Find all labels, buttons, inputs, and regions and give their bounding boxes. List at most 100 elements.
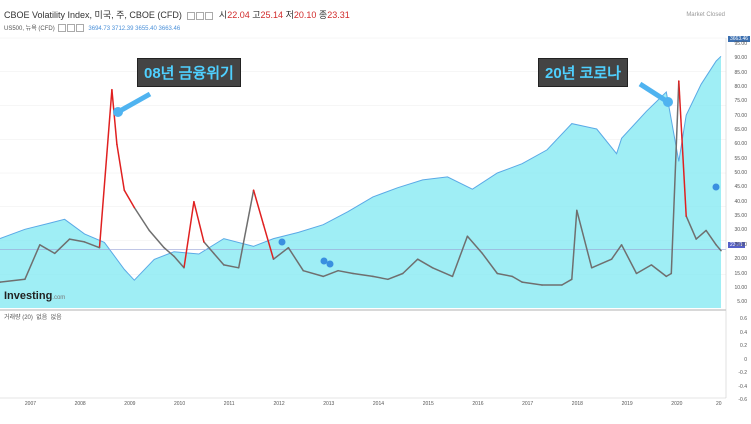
vix-segment [497,272,513,278]
vix-point [576,209,578,212]
vix-point [496,272,499,275]
x-tick-label: 2016 [472,401,484,407]
ohlc-high-value: 25.14 [260,10,284,20]
ohlc-close-value: 23.31 [327,10,350,20]
overlay-row: US500, 뉴욕 (CFD) 3694.73 3712.39 3655.40 … [4,23,180,33]
vix-point [685,215,687,217]
x-tick-label: 2009 [124,401,136,407]
vix-point [183,267,185,269]
overlay-settings-icon[interactable] [58,24,67,33]
x-tick-label: 2020 [671,401,683,407]
vix-segment [650,264,667,277]
vix-segment [54,238,71,254]
vix-point [720,249,722,252]
vix-point [387,278,389,281]
vix-point [0,281,1,283]
vix-segment [417,258,433,269]
vix-segment [322,269,339,278]
spx-price-tag: 3663.46 [728,36,751,42]
vix-point [272,258,275,261]
sub-y-tick-label: -0.2 [738,370,747,376]
vix-segment [620,244,638,274]
vix-point [416,258,419,261]
y-tick-label: 80.00 [734,83,747,90]
spx-line [0,55,722,281]
vix-segment [39,244,56,255]
investing-logo: Investing.com [4,290,65,302]
vix-point [262,223,265,226]
vix-point [252,189,255,191]
vix-segment [237,190,255,268]
overlay-close-icon[interactable] [67,24,76,33]
vix-point [302,269,305,272]
annotation-financial-crisis: 08년 금융위기 [137,58,241,87]
vix-segment [352,272,374,278]
logo-suffix: .com [52,295,66,301]
market-status: Market Closed [686,12,725,18]
vix-segment [561,278,573,286]
vix-point [481,252,484,255]
vix-point [635,272,638,275]
vix-point [213,252,215,255]
vix-point [53,252,56,255]
vix-point [705,229,707,232]
y-tick-label: 30.00 [734,227,747,234]
vix-segment-highlight [116,144,126,191]
vix-point [133,206,136,209]
vix-point [678,80,680,82]
vix-segment [665,272,672,278]
vix-point [620,244,623,246]
vix-segment [685,215,697,240]
vix-point [610,258,613,261]
sub-y-tick-label: 0.6 [740,316,747,322]
vix-segment-highlight [193,201,205,243]
ohlc-high-label: 고 [252,10,261,20]
ohlc-open-label: 시 [218,10,228,20]
sub-y-tick-label: -0.4 [738,383,747,390]
close-icon[interactable] [195,11,204,20]
sub-indicator-value-2: 없음 [50,315,62,321]
ohlc-low-value: 20.10 [293,10,317,20]
vix-point [193,200,195,203]
vix-segment [148,229,165,249]
event-marker [320,257,328,265]
vix-segment-highlight [123,189,135,208]
settings-icon[interactable] [186,11,195,20]
vix-point [521,281,523,283]
annotation-arrow [116,91,152,115]
vix-point [68,238,71,240]
annotation-arrow-head [663,97,673,107]
vix-segment [387,272,404,280]
vix-point [337,269,339,272]
chart-header: CBOE Volatility Index, 미국, 주, CBOE (CFD)… [0,0,751,38]
hide-icon[interactable] [204,11,213,20]
vix-segment [670,81,680,274]
vix-lines [0,80,722,286]
vix-point [98,246,101,249]
vix-segment-highlight [183,201,195,268]
event-marker [326,260,334,268]
logo-brand: Investing [4,290,53,302]
vix-point [237,267,240,269]
overlay-hide-icon[interactable] [76,24,85,33]
x-tick-label: 2015 [422,401,434,407]
x-tick-label: 20 [716,401,722,407]
vix-segment [287,247,304,272]
vix-point [203,241,205,243]
vix-point [83,241,86,243]
y-tick-label: 70.00 [734,112,747,119]
vix-point [223,264,225,266]
vix-segment-highlight [111,89,118,145]
y-tick-label: 65.00 [734,126,747,133]
vix-point [148,229,150,232]
x-tick-label: 2008 [74,401,86,407]
x-tick-label: 2010 [174,401,186,407]
sub-y-tick-label: 0.4 [740,329,747,336]
vix-segment [511,275,523,283]
sub-indicator-value-1: 없음 [36,315,48,321]
vix-segment [303,269,324,278]
y-tick-label: 50.00 [734,170,747,176]
vix-point [287,246,290,249]
ohlc-low-label: 저 [285,10,294,20]
